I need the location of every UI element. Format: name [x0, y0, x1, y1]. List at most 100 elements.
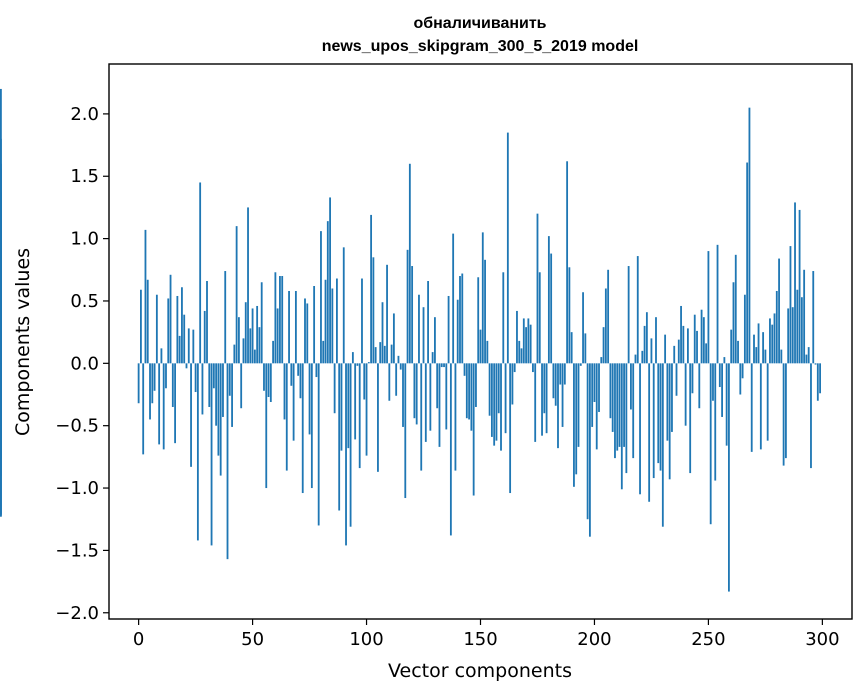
- bar-214: [625, 363, 628, 474]
- x-tick-label: 100: [349, 629, 383, 650]
- bar-173: [532, 363, 534, 373]
- bar-76: [310, 363, 313, 489]
- bar-122: [415, 363, 418, 425]
- bar-36: [219, 363, 222, 476]
- bar-15: [171, 363, 174, 407]
- bar-247: [700, 309, 703, 364]
- bar-296: [812, 271, 815, 364]
- bar-218: [634, 354, 637, 364]
- bar-61: [276, 308, 279, 364]
- bar-196: [584, 333, 587, 364]
- bar-97: [358, 363, 361, 469]
- bar-163: [509, 363, 512, 494]
- bar-131: [436, 363, 439, 409]
- x-tick-label: 50: [241, 629, 264, 650]
- bar-48: [247, 207, 249, 364]
- bar-11: [162, 363, 165, 450]
- bar-154: [488, 363, 491, 416]
- bar-294: [807, 347, 810, 364]
- bar-73: [304, 298, 306, 364]
- bar-217: [632, 363, 635, 459]
- bar-185: [559, 363, 562, 385]
- bar-273: [759, 363, 762, 450]
- bar-10: [160, 348, 163, 364]
- bar-58: [269, 363, 272, 402]
- bar-120: [411, 266, 414, 364]
- bar-208: [611, 363, 614, 432]
- bar-51: [253, 349, 256, 364]
- bar-252: [712, 363, 714, 401]
- bar-57: [267, 363, 270, 397]
- bar-234: [671, 363, 673, 432]
- bar-191: [573, 363, 575, 487]
- bar-190: [570, 332, 573, 364]
- bar-282: [780, 349, 783, 364]
- bar-151: [481, 232, 484, 364]
- bar-174: [534, 363, 537, 442]
- bar-0: [137, 363, 140, 404]
- bar-237: [677, 339, 680, 364]
- bar-189: [568, 267, 571, 364]
- bar-241: [686, 328, 689, 364]
- bar-275: [764, 349, 767, 364]
- bar-98: [361, 278, 363, 364]
- bar-132: [438, 363, 441, 447]
- bar-192: [575, 363, 578, 475]
- bar-258: [725, 363, 728, 446]
- bar-171: [527, 318, 530, 364]
- bar-229: [659, 363, 662, 471]
- bar-78: [315, 363, 318, 378]
- bar-140: [456, 299, 459, 364]
- bar-167: [518, 340, 521, 364]
- bar-279: [773, 313, 776, 364]
- bar-195: [582, 292, 584, 364]
- bar-272: [757, 323, 760, 364]
- bar-91: [345, 363, 347, 546]
- bar-27: [199, 182, 202, 364]
- bar-220: [639, 363, 641, 495]
- y-tick-label: 2.0: [70, 104, 99, 125]
- bar-211: [618, 363, 621, 447]
- bar-212: [620, 363, 623, 490]
- bars-group: [0, 88, 821, 592]
- bar-125: [422, 307, 425, 364]
- bar-18: [178, 335, 181, 364]
- bar-30: [206, 281, 208, 364]
- bar-104: [374, 347, 377, 364]
- bar-256: [721, 363, 723, 417]
- bar-203: [600, 357, 603, 364]
- bar-32: [210, 363, 213, 546]
- bar-93: [349, 363, 352, 527]
- bar-55: [263, 363, 265, 391]
- bar-233: [668, 363, 671, 480]
- y-axis-label: Components values: [12, 248, 34, 436]
- bar-6: [151, 363, 154, 404]
- bar-298: [816, 363, 819, 401]
- bar-184: [557, 363, 559, 449]
- bar-102: [370, 214, 373, 364]
- bar-68: [292, 363, 295, 441]
- bar-119: [408, 163, 411, 364]
- bar-127: [427, 281, 429, 364]
- bar-3: [144, 229, 147, 364]
- bar-35: [217, 363, 220, 456]
- bar-60: [274, 272, 277, 364]
- bar-216: [630, 363, 632, 410]
- bar-274: [762, 332, 765, 364]
- bar-40: [228, 363, 231, 396]
- bar-249: [705, 343, 708, 364]
- bar-103: [372, 257, 375, 364]
- bar-100: [365, 363, 368, 456]
- bar-82: [324, 279, 327, 364]
- bar-5: [149, 363, 151, 420]
- bar-261: [732, 282, 735, 364]
- bar-62: [279, 276, 281, 364]
- bar-235: [673, 345, 676, 364]
- bar-238: [680, 305, 682, 364]
- bar-281: [778, 258, 780, 364]
- bar-201: [595, 363, 598, 450]
- bar-72: [301, 363, 304, 494]
- bar-12: [165, 363, 167, 389]
- bar-71: [299, 363, 302, 399]
- bar-147: [472, 363, 475, 496]
